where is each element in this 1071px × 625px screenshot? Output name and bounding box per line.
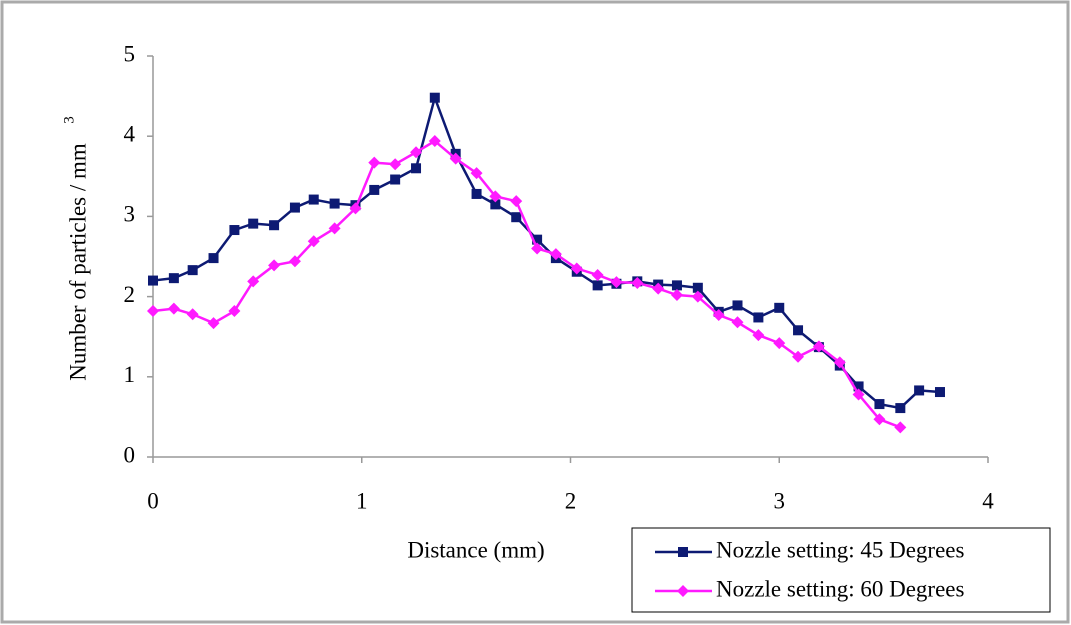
legend-label: Nozzle setting: 60 Degrees bbox=[716, 576, 964, 601]
marker bbox=[349, 202, 362, 215]
marker bbox=[390, 174, 401, 185]
marker bbox=[148, 275, 158, 286]
marker bbox=[308, 194, 319, 205]
marker bbox=[753, 312, 764, 323]
marker bbox=[731, 316, 744, 329]
x-tick-label: 0 bbox=[147, 488, 159, 513]
marker bbox=[168, 273, 179, 284]
marker bbox=[490, 199, 501, 210]
marker bbox=[471, 188, 482, 199]
marker bbox=[268, 259, 281, 272]
marker bbox=[368, 156, 381, 169]
marker bbox=[591, 268, 604, 281]
marker bbox=[895, 403, 906, 414]
marker bbox=[678, 547, 688, 557]
marker bbox=[248, 218, 259, 229]
marker bbox=[652, 282, 665, 295]
marker bbox=[207, 317, 220, 330]
marker bbox=[208, 253, 219, 264]
marker bbox=[773, 337, 786, 350]
marker bbox=[511, 212, 522, 223]
marker bbox=[549, 248, 562, 261]
marker bbox=[792, 350, 805, 363]
marker bbox=[187, 265, 198, 276]
y-tick-label: 2 bbox=[124, 282, 136, 307]
marker bbox=[894, 421, 907, 434]
marker bbox=[631, 276, 644, 289]
marker bbox=[389, 158, 402, 171]
marker bbox=[531, 242, 544, 255]
x-axis-label: Distance (mm) bbox=[407, 537, 544, 562]
marker bbox=[692, 282, 703, 293]
marker bbox=[732, 300, 743, 311]
y-tick-label: 1 bbox=[124, 362, 136, 387]
marker bbox=[852, 388, 865, 401]
marker bbox=[853, 381, 864, 392]
marker bbox=[691, 290, 704, 303]
marker bbox=[229, 225, 240, 236]
y-tick-label: 4 bbox=[124, 121, 136, 146]
marker bbox=[874, 399, 885, 410]
marker bbox=[510, 195, 523, 208]
marker bbox=[934, 387, 945, 398]
marker bbox=[914, 385, 925, 396]
marker bbox=[774, 302, 785, 313]
marker bbox=[670, 288, 683, 301]
marker bbox=[410, 146, 423, 159]
marker bbox=[470, 167, 483, 180]
marker bbox=[328, 222, 341, 235]
marker bbox=[449, 152, 462, 165]
y-tick-label: 5 bbox=[124, 41, 136, 66]
marker bbox=[610, 276, 623, 289]
marker bbox=[186, 308, 199, 321]
marker bbox=[489, 190, 502, 203]
marker bbox=[307, 235, 320, 248]
legend-box bbox=[631, 527, 1051, 613]
marker bbox=[570, 262, 583, 275]
marker bbox=[147, 305, 159, 318]
marker bbox=[429, 92, 440, 103]
marker bbox=[288, 255, 301, 268]
marker bbox=[428, 135, 441, 148]
y-tick-label: 3 bbox=[124, 202, 136, 227]
marker bbox=[289, 202, 300, 213]
marker bbox=[369, 184, 380, 195]
marker bbox=[752, 329, 765, 342]
marker bbox=[167, 302, 180, 315]
y-axis-label-superscript: 3 bbox=[61, 116, 77, 124]
x-tick-label: 3 bbox=[774, 488, 786, 513]
y-tick-label: 0 bbox=[124, 442, 136, 467]
x-tick-label: 1 bbox=[356, 488, 368, 513]
x-tick-label: 4 bbox=[982, 488, 994, 513]
marker bbox=[671, 280, 682, 291]
legend-label: Nozzle setting: 45 Degrees bbox=[716, 537, 964, 562]
marker bbox=[677, 585, 689, 597]
marker bbox=[873, 413, 886, 426]
marker bbox=[247, 275, 260, 288]
x-tick-label: 2 bbox=[565, 488, 577, 513]
marker bbox=[329, 198, 340, 209]
marker bbox=[269, 220, 280, 231]
marker bbox=[411, 163, 422, 174]
marker bbox=[592, 280, 603, 291]
marker bbox=[833, 356, 846, 369]
y-axis-label-group: Number of particles / mm bbox=[65, 143, 90, 381]
marker bbox=[532, 234, 543, 245]
marker bbox=[712, 309, 725, 322]
marker bbox=[793, 325, 804, 336]
series-line bbox=[152, 93, 941, 410]
marker bbox=[812, 340, 825, 353]
y-axis-label: Number of particles / mm bbox=[65, 143, 90, 381]
marker bbox=[228, 305, 241, 318]
